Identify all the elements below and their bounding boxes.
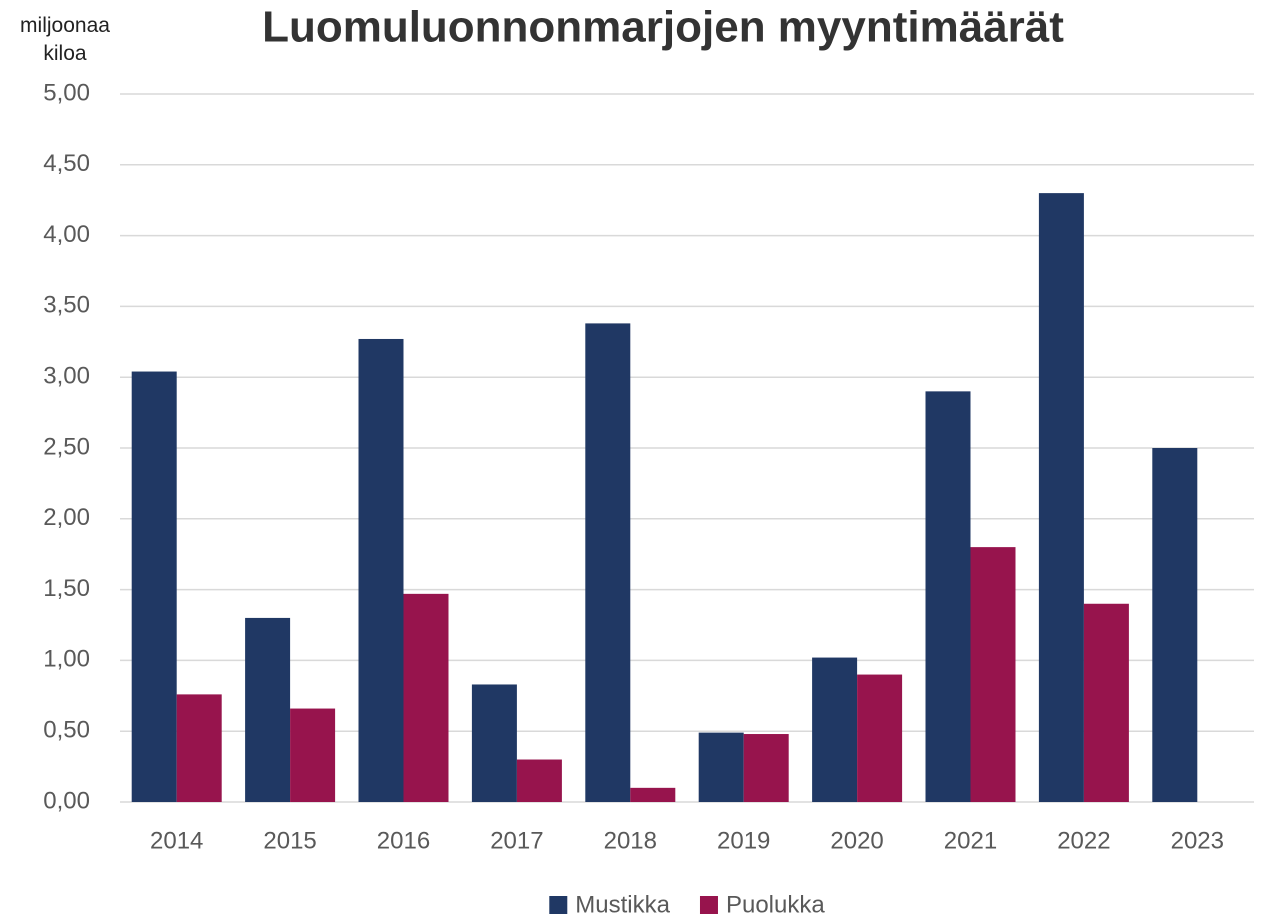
y-tick-label: 1,00 <box>43 646 90 673</box>
bar <box>290 708 336 802</box>
bar <box>812 657 858 802</box>
legend-swatch <box>699 896 718 914</box>
x-tick-label: 2016 <box>377 827 430 854</box>
bar <box>698 732 744 802</box>
x-tick-label: 2021 <box>944 827 997 854</box>
y-tick-label: 2,00 <box>43 504 90 531</box>
bar <box>245 617 291 802</box>
bar <box>857 674 903 802</box>
y-tick-label: 4,00 <box>43 221 90 248</box>
legend-swatch <box>549 896 568 914</box>
x-tick-label: 2023 <box>1171 827 1224 854</box>
y-tick-label: 4,50 <box>43 150 90 177</box>
bar <box>743 734 789 802</box>
x-tick-label: 2015 <box>263 827 316 854</box>
y-tick-label: 0,50 <box>43 717 90 744</box>
x-tick-label: 2017 <box>490 827 543 854</box>
y-tick-label: 1,50 <box>43 575 90 602</box>
bar <box>630 787 676 802</box>
bar <box>1152 448 1198 802</box>
bar <box>403 593 449 802</box>
chart-title: Luomuluonnonmarjojen myyntimäärät <box>262 3 1064 52</box>
bar <box>1083 603 1129 802</box>
y-tick-label: 2,50 <box>43 433 90 460</box>
bar <box>1038 193 1084 802</box>
x-tick-label: 2014 <box>150 827 203 854</box>
bar <box>970 547 1016 802</box>
x-tick-label: 2019 <box>717 827 770 854</box>
y-axis-label: miljoonaa kiloa <box>20 14 110 65</box>
bar <box>585 323 631 802</box>
x-tick-label: 2018 <box>604 827 657 854</box>
legend-label: Mustikka <box>575 891 670 918</box>
bar <box>516 759 562 802</box>
y-tick-label: 3,50 <box>43 292 90 319</box>
bar <box>471 684 517 802</box>
y-tick-label: 5,00 <box>43 79 90 106</box>
y-tick-label: 3,00 <box>43 363 90 390</box>
bar <box>358 338 404 802</box>
x-tick-label: 2022 <box>1057 827 1110 854</box>
x-tick-label: 2020 <box>830 827 883 854</box>
bar <box>131 371 177 802</box>
bar <box>176 694 222 802</box>
bar <box>925 391 971 802</box>
legend-label: Puolukka <box>726 891 825 918</box>
y-tick-label: 0,00 <box>43 787 90 814</box>
